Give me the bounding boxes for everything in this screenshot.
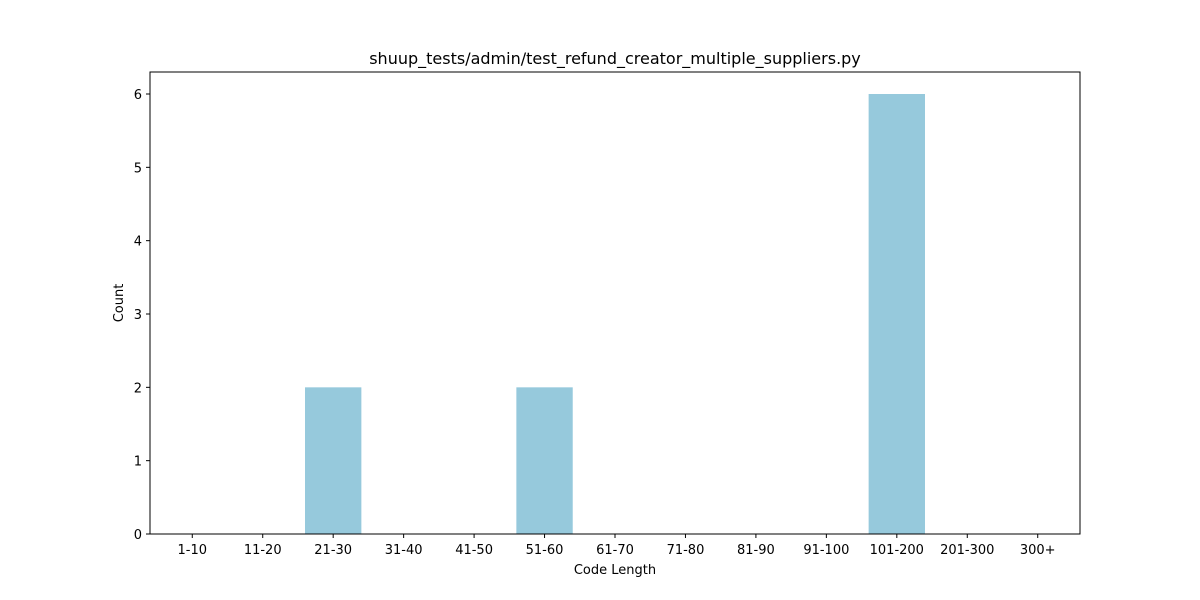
bars-layer — [305, 94, 925, 534]
x-axis: 1-10 11-20 21-30 31-40 41-50 51-60 61-70 71-80 8… — [178, 534, 1056, 558]
x-tick-label: 21-30 — [314, 543, 352, 558]
bar-101-200 — [868, 94, 925, 534]
plot-frame — [149, 71, 1081, 535]
x-tick-label: 11-20 — [244, 543, 282, 558]
x-axis-label: Code Length — [574, 563, 656, 578]
x-tick-label: 61-70 — [596, 543, 634, 558]
x-tick-label: 51-60 — [526, 543, 564, 558]
y-tick-label: 0 — [134, 528, 142, 543]
x-tick-label: 101-200 — [870, 543, 924, 558]
x-tick-label: 31-40 — [385, 543, 423, 558]
y-tick-label: 4 — [134, 235, 142, 250]
x-tick-label: 1-10 — [178, 543, 208, 558]
x-tick-label: 41-50 — [455, 543, 493, 558]
y-tick-label: 6 — [134, 88, 142, 103]
y-tick-label: 2 — [134, 381, 142, 396]
y-tick-label: 5 — [134, 161, 142, 176]
x-tick-label: 71-80 — [667, 543, 705, 558]
x-tick-label: 81-90 — [737, 543, 775, 558]
x-tick-label: 201-300 — [940, 543, 994, 558]
bar-21-30 — [305, 387, 362, 534]
x-tick-label: 300+ — [1020, 543, 1056, 558]
chart-title: shuup_tests/admin/test_refund_creator_mu… — [369, 49, 861, 69]
x-tick-label: 91-100 — [803, 543, 849, 558]
y-axis: 0 1 2 3 4 5 6 — [134, 88, 150, 543]
bar-51-60 — [516, 387, 573, 534]
y-tick-label: 1 — [134, 455, 142, 470]
y-axis-label: Count — [112, 284, 127, 323]
y-tick-label: 3 — [134, 308, 142, 323]
